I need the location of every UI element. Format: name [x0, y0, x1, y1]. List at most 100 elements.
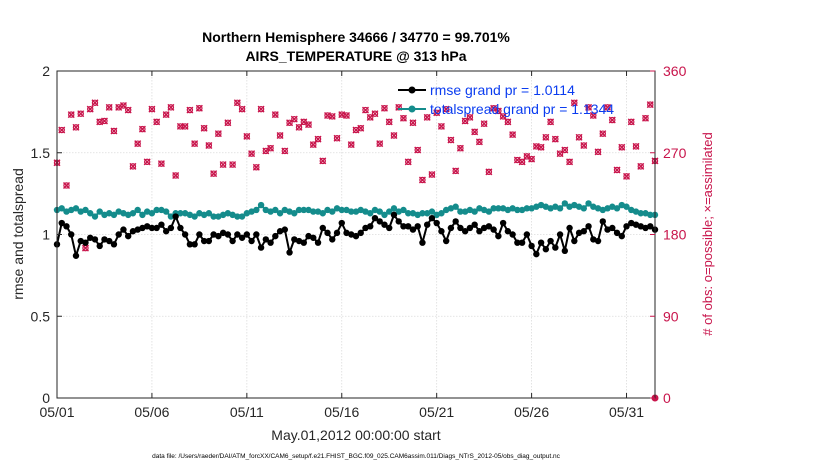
rmse-point: [162, 228, 170, 235]
rmse-point: [594, 237, 602, 245]
obs-possible-point: [276, 132, 284, 139]
rmse-point: [72, 252, 80, 259]
totalspread-point: [623, 203, 630, 210]
obs-assimilated-point: [627, 118, 635, 126]
totalspread-point: [134, 206, 141, 214]
rmse-point: [82, 239, 89, 246]
obs-assimilated-point: [509, 131, 517, 139]
obs-assimilated-point: [589, 112, 597, 120]
chart-title-line2: AIRS_TEMPERATURE @ 313 hPa: [245, 48, 466, 64]
obs-possible-point: [400, 115, 407, 122]
obs-assimilated-stroke: [224, 119, 232, 127]
obs-assimilated-stroke: [219, 161, 227, 169]
obs-possible-point: [139, 125, 146, 133]
obs-possible-point: [58, 126, 65, 134]
rmse-point: [110, 241, 118, 248]
obs-possible-point: [229, 161, 236, 168]
obs-possible-point: [329, 113, 336, 120]
y-right-tick-label: 0: [663, 390, 671, 406]
obs-possible-point: [419, 176, 426, 184]
obs-assimilated-point: [290, 115, 298, 123]
rmse-point: [91, 236, 99, 243]
rmse-point: [528, 242, 535, 250]
rmse-point: [461, 228, 469, 235]
obs-assimilated-point: [357, 124, 365, 132]
axis-ticks: 05/01 05/06 05/11 05/16 05/21 05/26 05/31 0 0.5 1…: [31, 63, 687, 420]
obs-possible-point: [575, 134, 583, 141]
obs-possible-point: [272, 111, 279, 118]
obs-assimilated-point: [623, 172, 631, 180]
obs-assimilated-stroke: [172, 171, 180, 179]
obs-assimilated-point: [210, 170, 218, 178]
obs-assimilated-point: [604, 103, 612, 111]
obs-assimilated-point: [134, 140, 142, 148]
obs-possible-point: [129, 163, 137, 170]
rmse-point: [63, 223, 70, 230]
obs-assimilated-stroke: [376, 140, 384, 148]
obs-assimilated-point: [385, 118, 393, 126]
rmse-point: [357, 229, 364, 237]
y-axis-label-left: rmse and totalspread: [10, 168, 26, 300]
rmse-point: [561, 247, 569, 255]
obs-assimilated-point: [347, 141, 355, 149]
obs-possible-point: [333, 135, 341, 142]
obs-assimilated-stroke: [86, 105, 94, 113]
totalspread-point: [210, 213, 217, 220]
obs-assimilated-stroke: [276, 131, 284, 139]
obs-assimilated-point: [100, 117, 108, 125]
rmse-point: [215, 232, 222, 240]
obs-assimilated-point: [314, 135, 322, 143]
rmse-point: [329, 236, 336, 243]
rmse-point: [300, 239, 307, 246]
rmse-point: [566, 224, 573, 232]
obs-assimilated-point: [328, 112, 336, 120]
obs-possible-point: [542, 134, 550, 141]
rmse-point: [466, 224, 474, 232]
totalspread-point: [310, 208, 317, 215]
obs-possible-point: [599, 130, 606, 137]
obs-assimilated-point: [257, 105, 265, 113]
totalspread-point: [580, 205, 588, 212]
obs-assimilated-stroke: [414, 146, 422, 154]
obs-assimilated-point: [200, 124, 208, 132]
obs-possible-point: [68, 111, 75, 118]
obs-possible-point: [428, 171, 436, 178]
obs-possible-point: [623, 173, 630, 180]
obs-possible-point: [196, 105, 203, 112]
obs-assimilated-point: [637, 162, 645, 170]
obs-possible-point: [371, 110, 379, 117]
obs-assimilated-stroke: [333, 134, 341, 142]
obs-possible-point: [604, 104, 611, 111]
obs-possible-point: [566, 158, 573, 166]
obs-assimilated-stroke: [537, 143, 545, 151]
obs-assimilated-stroke: [447, 136, 455, 144]
obs-assimilated-stroke: [352, 126, 360, 134]
obs-assimilated-stroke: [642, 114, 650, 122]
obs-assimilated-stroke: [461, 117, 469, 125]
totalspread-point: [291, 210, 298, 217]
obs-assimilated-point: [518, 158, 526, 166]
obs-assimilated-point: [238, 105, 246, 113]
obs-assimilated-point: [490, 104, 498, 112]
obs-assimilated-point: [580, 141, 588, 149]
obs-assimilated-stroke: [528, 155, 536, 163]
totalspread-point: [438, 210, 445, 217]
obs-assimilated-stroke: [115, 103, 123, 111]
obs-possible-point: [457, 145, 464, 152]
rmse-point: [423, 221, 431, 228]
obs-possible-point: [452, 167, 459, 175]
obs-possible-point: [257, 105, 265, 113]
obs-possible-point: [433, 109, 440, 116]
obs-assimilated-point: [62, 181, 70, 189]
obs-assimilated-stroke: [195, 104, 203, 112]
x-tick-label: 05/26: [514, 404, 549, 420]
obs-assimilated-point: [376, 140, 384, 148]
totalspread-point: [58, 205, 65, 212]
rmse-point: [405, 223, 412, 230]
rmse-point: [580, 228, 588, 235]
obs-possible-point: [376, 140, 383, 147]
rmse-point: [253, 231, 260, 238]
obs-assimilated-point: [494, 107, 502, 115]
legend-marker-spread: [408, 105, 416, 113]
legend-marker-rmse: [408, 86, 416, 94]
